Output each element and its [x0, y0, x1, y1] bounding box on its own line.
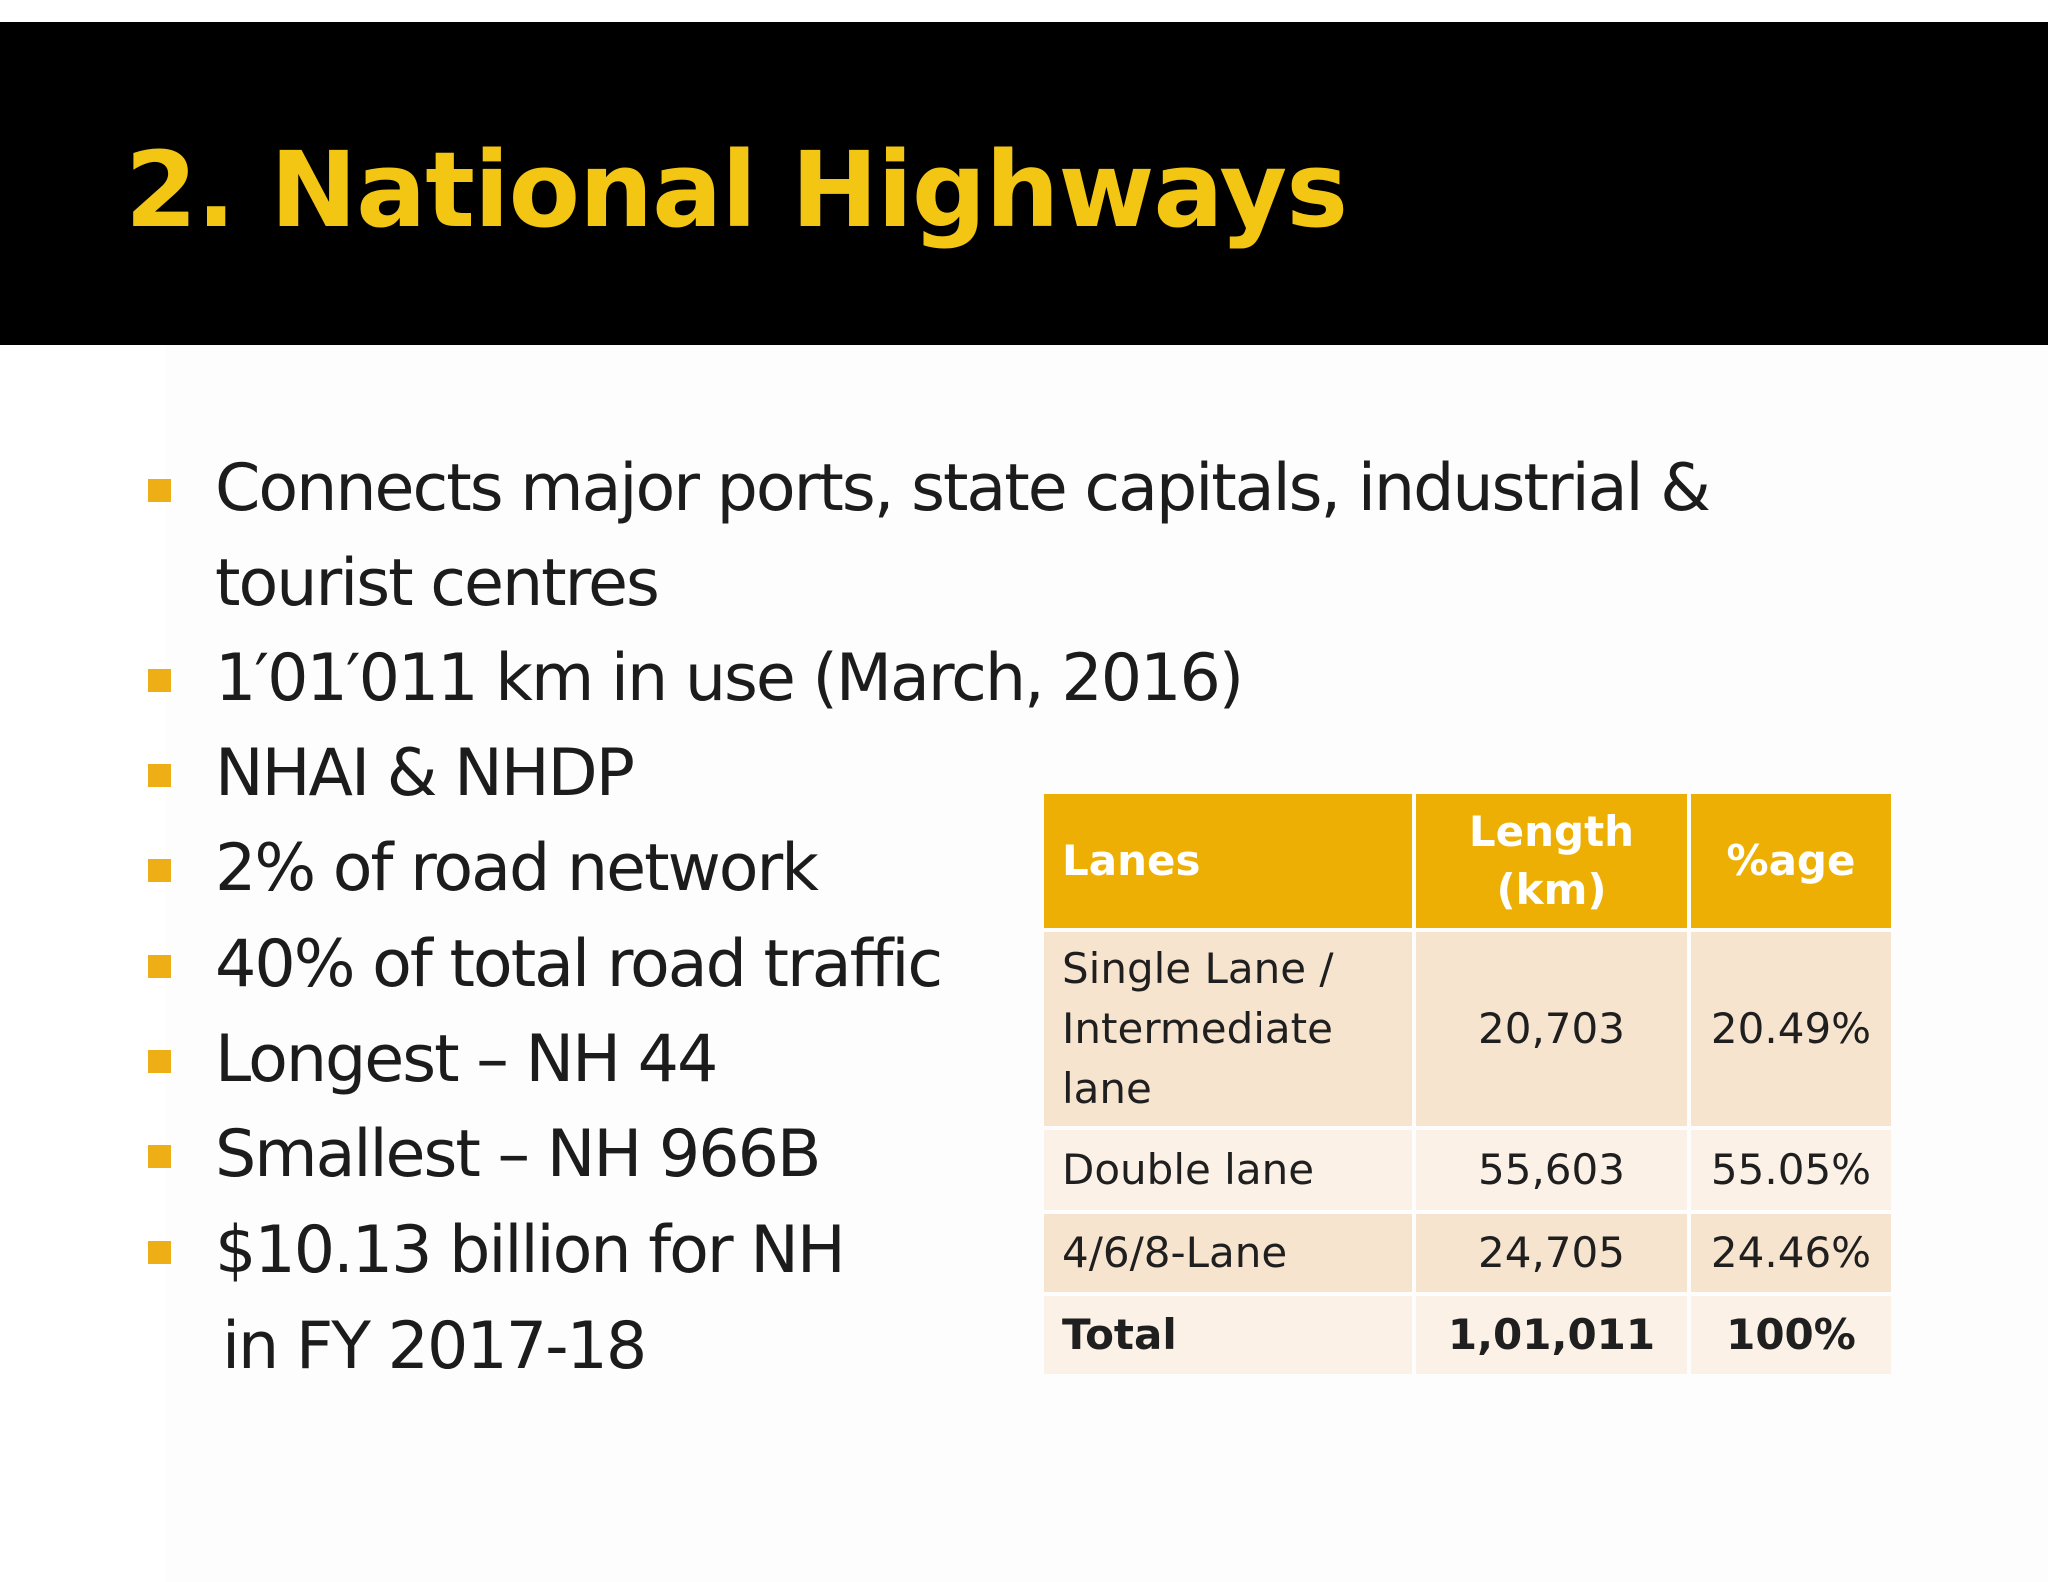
- cell-lane: Double lane: [1044, 1130, 1412, 1210]
- header-length-unit: (km): [1496, 865, 1607, 914]
- cell-percentage: 24.46%: [1691, 1214, 1891, 1292]
- header-percentage: %age: [1691, 794, 1891, 928]
- table-header-row: Lanes Length (km) %age: [1044, 794, 1891, 928]
- bullet-square-icon: [148, 1145, 171, 1168]
- bullet-text: 40% of total road traffic: [215, 927, 943, 1002]
- bullet-text: Connects major ports, state capitals, in…: [215, 451, 1711, 526]
- bullet-text: NHAI & NHDP: [215, 736, 635, 811]
- table-row: Single Lane / Intermediate lane 20,703 20.…: [1044, 932, 1891, 1126]
- bullet-continuation: tourist centres: [215, 546, 660, 621]
- title-band: [0, 22, 2048, 345]
- lane-label-line: Single Lane /: [1062, 944, 1334, 993]
- header-percentage-label: %age: [1726, 836, 1856, 885]
- cell-lane: Single Lane / Intermediate lane: [1044, 932, 1412, 1126]
- lane-label-line: lane: [1062, 1064, 1152, 1113]
- bullet-square-icon: [148, 1241, 171, 1264]
- bullet-square-icon: [148, 955, 171, 978]
- bullet-square-icon: [148, 859, 171, 882]
- cell-percentage: 55.05%: [1691, 1130, 1891, 1210]
- cell-lane: 4/6/8-Lane: [1044, 1214, 1412, 1292]
- table-total-row: Total 1,01,011 100%: [1044, 1296, 1891, 1374]
- cell-total-percentage: 100%: [1691, 1296, 1891, 1374]
- lanes-table: Lanes Length (km) %age Single Lane / Inter…: [1040, 790, 1895, 1378]
- lane-label-line: Intermediate: [1062, 1004, 1333, 1053]
- header-lanes-label: Lanes: [1062, 836, 1201, 885]
- cell-length: 20,703: [1416, 932, 1687, 1126]
- bullet-text: Longest – NH 44: [215, 1022, 718, 1097]
- cell-percentage: 20.49%: [1691, 932, 1891, 1126]
- table-header: Lanes Length (km) %age: [1044, 794, 1891, 928]
- bullet-square-icon: [148, 479, 171, 502]
- bullet-square-icon: [148, 1050, 171, 1073]
- cell-total-label: Total: [1044, 1296, 1412, 1374]
- header-length-label: Length: [1468, 807, 1635, 856]
- bullet-square-icon: [148, 669, 171, 692]
- table-body: Single Lane / Intermediate lane 20,703 20.…: [1044, 932, 1891, 1374]
- bullet-text: 1′01′011 km in use (March, 2016): [215, 641, 1244, 716]
- slide-title: 2. National Highways: [125, 129, 1348, 251]
- bullet-text: Smallest – NH 966B: [215, 1117, 822, 1192]
- bullet-continuation: in FY 2017-18: [222, 1309, 647, 1384]
- table-row: 4/6/8-Lane 24,705 24.46%: [1044, 1214, 1891, 1292]
- cell-length: 24,705: [1416, 1214, 1687, 1292]
- header-lanes: Lanes: [1044, 794, 1412, 928]
- table-row: Double lane 55,603 55.05%: [1044, 1130, 1891, 1210]
- header-length: Length (km): [1416, 794, 1687, 928]
- cell-total-length: 1,01,011: [1416, 1296, 1687, 1374]
- bullet-square-icon: [148, 764, 171, 787]
- bullet-text: $10.13 billion for NH: [215, 1213, 846, 1288]
- cell-length: 55,603: [1416, 1130, 1687, 1210]
- bullet-text: 2% of road network: [215, 831, 819, 906]
